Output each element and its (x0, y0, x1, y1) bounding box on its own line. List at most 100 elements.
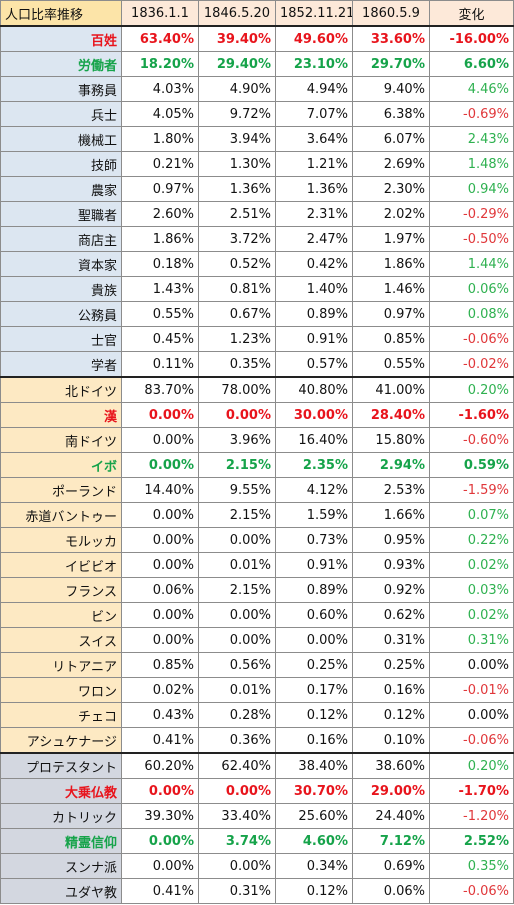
change-cell[interactable]: -1.60% (429, 402, 514, 428)
value-cell[interactable]: 0.00% (121, 527, 199, 553)
value-cell[interactable]: 0.00% (121, 452, 199, 478)
row-label-cell[interactable]: 商店主 (0, 226, 122, 252)
value-cell[interactable]: 0.93% (352, 552, 430, 578)
change-cell[interactable]: -1.70% (429, 778, 514, 804)
change-cell[interactable]: -0.29% (429, 201, 514, 227)
row-label-cell[interactable]: チェコ (0, 702, 122, 728)
value-cell[interactable]: 0.41% (121, 878, 199, 904)
value-cell[interactable]: 14.40% (121, 477, 199, 503)
value-cell[interactable]: 0.16% (352, 677, 430, 703)
value-cell[interactable]: 0.35% (198, 351, 276, 378)
row-label-cell[interactable]: アシュケナージ (0, 727, 122, 754)
value-cell[interactable]: 0.52% (198, 251, 276, 277)
value-cell[interactable]: 0.00% (121, 778, 199, 804)
value-cell[interactable]: 30.70% (275, 778, 353, 804)
value-cell[interactable]: 29.70% (352, 51, 430, 77)
value-cell[interactable]: 0.97% (352, 301, 430, 327)
value-cell[interactable]: 0.55% (352, 351, 430, 378)
date-header-cell[interactable]: 1836.1.1 (121, 0, 199, 27)
value-cell[interactable]: 33.60% (352, 25, 430, 52)
value-cell[interactable]: 1.36% (275, 176, 353, 202)
value-cell[interactable]: 0.16% (275, 727, 353, 754)
value-cell[interactable]: 23.10% (275, 51, 353, 77)
change-cell[interactable]: 0.06% (429, 276, 514, 302)
change-cell[interactable]: 2.52% (429, 828, 514, 854)
value-cell[interactable]: 0.91% (275, 326, 353, 352)
row-label-cell[interactable]: 労働者 (0, 51, 122, 77)
value-cell[interactable]: 0.00% (198, 778, 276, 804)
value-cell[interactable]: 2.47% (275, 226, 353, 252)
row-label-cell[interactable]: 公務員 (0, 301, 122, 327)
row-label-cell[interactable]: 百姓 (0, 25, 122, 52)
value-cell[interactable]: 1.23% (198, 326, 276, 352)
change-cell[interactable]: -16.00% (429, 25, 514, 52)
value-cell[interactable]: 2.94% (352, 452, 430, 478)
value-cell[interactable]: 62.40% (198, 752, 276, 779)
change-cell[interactable]: 0.00% (429, 702, 514, 728)
value-cell[interactable]: 0.57% (275, 351, 353, 378)
value-cell[interactable]: 3.74% (198, 828, 276, 854)
change-cell[interactable]: 0.02% (429, 552, 514, 578)
row-label-cell[interactable]: 精霊信仰 (0, 828, 122, 854)
value-cell[interactable]: 0.00% (121, 828, 199, 854)
row-label-cell[interactable]: ワロン (0, 677, 122, 703)
row-label-cell[interactable]: 事務員 (0, 76, 122, 102)
value-cell[interactable]: 2.15% (198, 452, 276, 478)
value-cell[interactable]: 0.43% (121, 702, 199, 728)
table-title-cell[interactable]: 人口比率推移 (0, 0, 122, 27)
value-cell[interactable]: 40.80% (275, 376, 353, 403)
value-cell[interactable]: 0.00% (198, 602, 276, 628)
value-cell[interactable]: 38.60% (352, 752, 430, 779)
value-cell[interactable]: 2.15% (198, 577, 276, 603)
value-cell[interactable]: 49.60% (275, 25, 353, 52)
value-cell[interactable]: 0.36% (198, 727, 276, 754)
row-label-cell[interactable]: フランス (0, 577, 122, 603)
row-label-cell[interactable]: 機械工 (0, 126, 122, 152)
value-cell[interactable]: 2.60% (121, 201, 199, 227)
value-cell[interactable]: 9.72% (198, 101, 276, 127)
value-cell[interactable]: 0.02% (121, 677, 199, 703)
value-cell[interactable]: 29.40% (198, 51, 276, 77)
row-label-cell[interactable]: 北ドイツ (0, 376, 122, 403)
value-cell[interactable]: 0.00% (121, 853, 199, 879)
change-cell[interactable]: -0.06% (429, 878, 514, 904)
row-label-cell[interactable]: 南ドイツ (0, 427, 122, 453)
value-cell[interactable]: 0.12% (275, 702, 353, 728)
value-cell[interactable]: 0.25% (352, 652, 430, 678)
change-cell[interactable]: -0.06% (429, 326, 514, 352)
value-cell[interactable]: 9.55% (198, 477, 276, 503)
value-cell[interactable]: 2.53% (352, 477, 430, 503)
value-cell[interactable]: 0.12% (275, 878, 353, 904)
value-cell[interactable]: 4.90% (198, 76, 276, 102)
value-cell[interactable]: 0.73% (275, 527, 353, 553)
value-cell[interactable]: 0.28% (198, 702, 276, 728)
value-cell[interactable]: 1.46% (352, 276, 430, 302)
change-cell[interactable]: 0.20% (429, 376, 514, 403)
row-label-cell[interactable]: イボ (0, 452, 122, 478)
value-cell[interactable]: 0.17% (275, 677, 353, 703)
value-cell[interactable]: 39.30% (121, 803, 199, 829)
change-cell[interactable]: 0.59% (429, 452, 514, 478)
value-cell[interactable]: 0.00% (121, 427, 199, 453)
value-cell[interactable]: 0.42% (275, 251, 353, 277)
value-cell[interactable]: 0.06% (121, 577, 199, 603)
change-cell[interactable]: -0.01% (429, 677, 514, 703)
value-cell[interactable]: 63.40% (121, 25, 199, 52)
change-cell[interactable]: 0.22% (429, 527, 514, 553)
value-cell[interactable]: 0.31% (198, 878, 276, 904)
value-cell[interactable]: 2.31% (275, 201, 353, 227)
value-cell[interactable]: 1.86% (352, 251, 430, 277)
row-label-cell[interactable]: 士官 (0, 326, 122, 352)
value-cell[interactable]: 0.55% (121, 301, 199, 327)
value-cell[interactable]: 0.00% (198, 627, 276, 653)
row-label-cell[interactable]: リトアニア (0, 652, 122, 678)
change-cell[interactable]: 6.60% (429, 51, 514, 77)
value-cell[interactable]: 39.40% (198, 25, 276, 52)
value-cell[interactable]: 18.20% (121, 51, 199, 77)
value-cell[interactable]: 9.40% (352, 76, 430, 102)
change-cell[interactable]: -1.59% (429, 477, 514, 503)
value-cell[interactable]: 0.95% (352, 527, 430, 553)
row-label-cell[interactable]: イビビオ (0, 552, 122, 578)
value-cell[interactable]: 2.35% (275, 452, 353, 478)
change-cell[interactable]: 2.43% (429, 126, 514, 152)
